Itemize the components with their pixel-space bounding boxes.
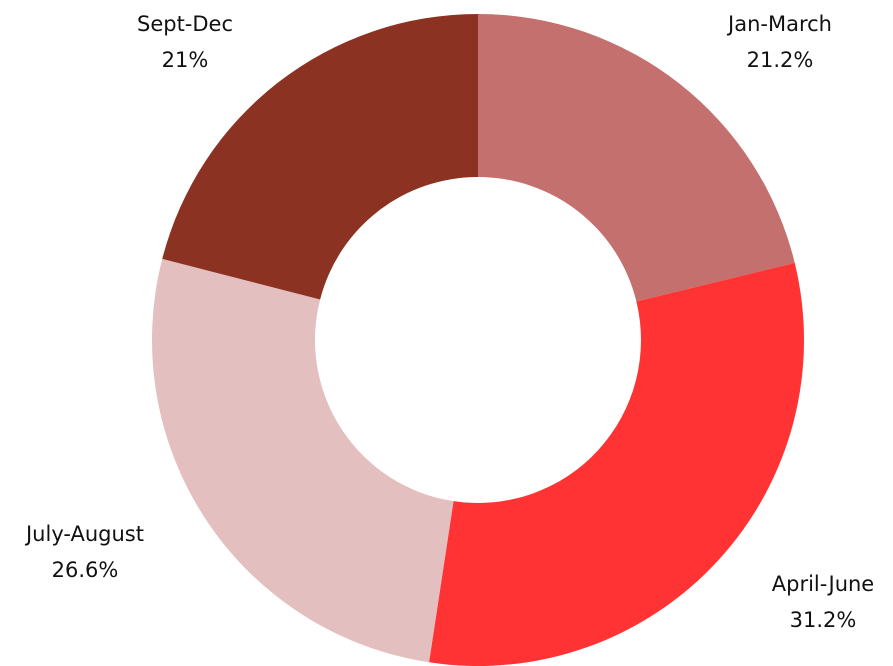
slice-label: April-June <box>772 572 874 596</box>
slice-value-label: 21% <box>162 48 209 72</box>
donut-slice <box>152 258 454 663</box>
slice-value-label: 21.2% <box>747 48 814 72</box>
slice-value-label: 26.6% <box>52 558 119 582</box>
donut-slice <box>478 14 795 302</box>
donut-slice <box>162 14 478 300</box>
slice-label: Jan-March <box>726 12 832 36</box>
slice-label: July-August <box>24 522 144 546</box>
donut-slice <box>429 262 804 666</box>
slice-value-label: 31.2% <box>790 608 857 632</box>
slice-label: Sept-Dec <box>137 12 233 36</box>
